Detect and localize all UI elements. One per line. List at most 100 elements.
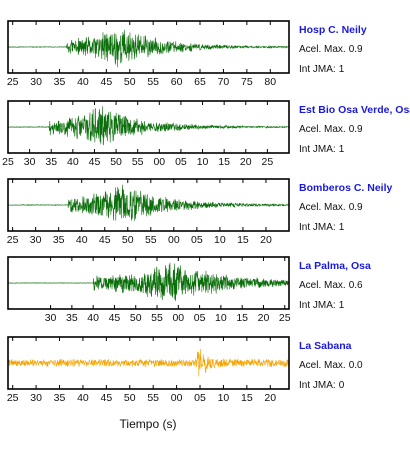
x-tick-label: 40 bbox=[77, 76, 89, 88]
x-tick-label: 05 bbox=[194, 392, 206, 404]
x-tick-label: 15 bbox=[218, 156, 230, 168]
acel-max-label: Acel. Max. bbox=[299, 44, 346, 55]
x-tick-label: 20 bbox=[264, 392, 276, 404]
int-jma-label: Int JMA: bbox=[299, 144, 336, 155]
x-tick-label: 30 bbox=[30, 234, 42, 246]
x-tick-label: 30 bbox=[45, 312, 57, 324]
acel-max-text: Acel. Max. 0.9 bbox=[299, 124, 363, 135]
x-tick-label: 30 bbox=[24, 156, 36, 168]
acel-max-label: Acel. Max. bbox=[299, 124, 346, 135]
int-jma-value: 1 bbox=[339, 222, 345, 233]
acel-max-label: Acel. Max. bbox=[299, 360, 346, 371]
acel-max-value: 0.9 bbox=[349, 44, 363, 55]
int-jma-label: Int JMA: bbox=[299, 64, 336, 75]
x-tick-label: 05 bbox=[175, 156, 187, 168]
x-tick-label: 45 bbox=[99, 234, 111, 246]
int-jma-text: Int JMA: 1 bbox=[299, 64, 345, 75]
waveform-series bbox=[7, 29, 289, 68]
x-tick-label: 35 bbox=[54, 76, 66, 88]
x-tick-label: 00 bbox=[172, 312, 184, 324]
int-jma-text: Int JMA: 1 bbox=[299, 222, 345, 233]
acel-max-label: Acel. Max. bbox=[299, 280, 346, 291]
x-tick-label: 50 bbox=[124, 76, 136, 88]
x-tick-label: 55 bbox=[151, 312, 163, 324]
x-tick-label: 25 bbox=[7, 392, 19, 404]
x-tick-label: 50 bbox=[122, 234, 134, 246]
acel-max-label: Acel. Max. bbox=[299, 202, 346, 213]
x-tick-label: 05 bbox=[194, 312, 206, 324]
plot-frame bbox=[7, 336, 290, 390]
x-tick-label: 00 bbox=[153, 156, 165, 168]
x-tick-label: 50 bbox=[130, 312, 142, 324]
x-tick-label: 80 bbox=[264, 76, 276, 88]
x-tick-label: 55 bbox=[147, 392, 159, 404]
acel-max-value: 0.9 bbox=[349, 124, 363, 135]
x-tick-label: 50 bbox=[124, 392, 136, 404]
seismogram-panel: 25 30 35 40 45 50 55 60 65 70 75 80 Hosp C. Neily Ace… bbox=[7, 20, 367, 88]
int-jma-value: 1 bbox=[339, 144, 345, 155]
x-tick-label: 55 bbox=[145, 234, 157, 246]
plot-frame bbox=[7, 256, 290, 310]
int-jma-label: Int JMA: bbox=[299, 222, 336, 233]
acel-max-text: Acel. Max. 0.9 bbox=[299, 202, 363, 213]
station-name: La Sabana bbox=[299, 340, 352, 352]
x-tick-label: 40 bbox=[76, 234, 88, 246]
x-tick-label: 45 bbox=[101, 392, 113, 404]
seismogram-panel: 25 30 35 40 45 50 55 00 05 10 15 20 La Sabana Acel. M… bbox=[7, 336, 363, 404]
acel-max-text: Acel. Max. 0.9 bbox=[299, 44, 363, 55]
x-tick-label: 25 bbox=[7, 76, 19, 88]
x-tick-label: 40 bbox=[77, 392, 89, 404]
x-tick-label: 15 bbox=[236, 312, 248, 324]
x-tick-label: 15 bbox=[237, 234, 249, 246]
x-tick-label: 35 bbox=[66, 312, 78, 324]
waveform-series bbox=[7, 262, 290, 301]
plot-frame bbox=[7, 100, 290, 154]
acel-max-value: 0.0 bbox=[349, 360, 363, 371]
x-tick-label: 45 bbox=[109, 312, 121, 324]
x-tick-label: 40 bbox=[87, 312, 99, 324]
x-tick-label: 25 bbox=[7, 234, 19, 246]
int-jma-label: Int JMA: bbox=[299, 300, 336, 311]
x-tick-label: 30 bbox=[30, 392, 42, 404]
seismogram-panel: 25 30 35 40 45 50 55 00 05 10 15 20 Bomberos C. Neil… bbox=[7, 178, 393, 246]
x-tick-label: 35 bbox=[45, 156, 57, 168]
waveform-series bbox=[7, 106, 290, 146]
x-tick-label: 35 bbox=[53, 234, 65, 246]
x-tick-label: 45 bbox=[101, 76, 113, 88]
x-tick-label: 25 bbox=[2, 156, 14, 168]
x-tick-label: 25 bbox=[262, 156, 274, 168]
x-tick-label: 50 bbox=[110, 156, 122, 168]
seismogram-panels: 25 30 35 40 45 50 55 60 65 70 75 80 Hosp C. Neily Ace… bbox=[2, 20, 410, 404]
station-name: Est Bio Osa Verde, Osa bbox=[299, 104, 410, 116]
seismogram-panel: 25 30 35 40 45 50 55 00 05 10 15 20 25 Est Bio Osa Ve… bbox=[2, 100, 410, 168]
x-tick-label: 10 bbox=[197, 156, 209, 168]
acel-max-value: 0.9 bbox=[349, 202, 363, 213]
x-tick-label: 00 bbox=[168, 234, 180, 246]
int-jma-value: 0 bbox=[339, 380, 345, 391]
x-tick-label: 00 bbox=[171, 392, 183, 404]
plot-frame bbox=[7, 20, 290, 74]
waveform-series bbox=[7, 348, 290, 377]
x-tick-label: 10 bbox=[218, 392, 230, 404]
int-jma-value: 1 bbox=[339, 64, 345, 75]
int-jma-text: Int JMA: 1 bbox=[299, 144, 345, 155]
x-tick-label: 10 bbox=[214, 234, 226, 246]
x-tick-label: 10 bbox=[215, 312, 227, 324]
int-jma-value: 1 bbox=[339, 300, 345, 311]
int-jma-label: Int JMA: bbox=[299, 380, 336, 391]
station-name: Bomberos C. Neily bbox=[299, 182, 393, 194]
int-jma-text: Int JMA: 1 bbox=[299, 300, 345, 311]
int-jma-text: Int JMA: 0 bbox=[299, 380, 345, 391]
x-tick-label: 70 bbox=[218, 76, 230, 88]
acel-max-value: 0.6 bbox=[349, 280, 363, 291]
x-tick-label: 25 bbox=[279, 312, 291, 324]
x-tick-label: 45 bbox=[89, 156, 101, 168]
x-tick-label: 20 bbox=[258, 312, 270, 324]
x-tick-label: 05 bbox=[191, 234, 203, 246]
x-tick-label: 20 bbox=[260, 234, 272, 246]
plot-frame bbox=[7, 178, 290, 232]
acel-max-text: Acel. Max. 0.6 bbox=[299, 280, 363, 291]
station-name: Hosp C. Neily bbox=[299, 24, 367, 36]
acel-max-text: Acel. Max. 0.0 bbox=[299, 360, 363, 371]
